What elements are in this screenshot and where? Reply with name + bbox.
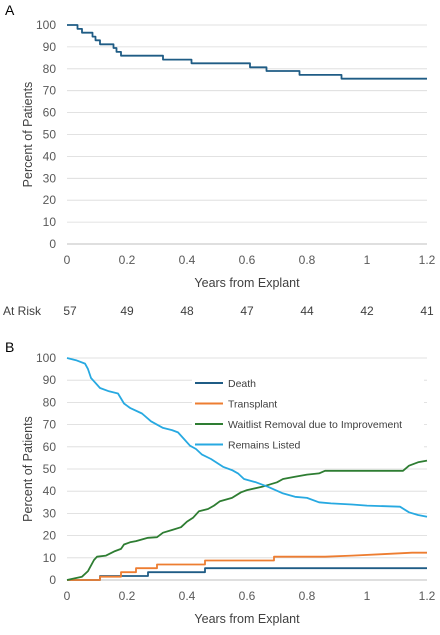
y-tick-label: 80	[43, 62, 57, 76]
y-tick-label: 0	[49, 237, 56, 251]
y-tick-label: 10	[43, 551, 57, 565]
y-tick-label: 30	[43, 506, 57, 520]
at-risk-value: 42	[360, 304, 374, 318]
y-axis-title: Percent of Patients	[21, 416, 35, 522]
at-risk-value: 48	[180, 304, 194, 318]
at-risk-value: 44	[300, 304, 314, 318]
at-risk-label: At Risk	[3, 304, 42, 318]
y-tick-label: 80	[43, 395, 57, 409]
legend-entry: Remains Listed	[228, 440, 301, 452]
y-tick-label: 50	[43, 462, 57, 476]
y-axis-title: Percent of Patients	[21, 82, 35, 188]
y-tick-label: 40	[43, 484, 57, 498]
x-tick-label: 0.2	[119, 589, 136, 603]
y-tick-label: 20	[43, 193, 57, 207]
y-tick-label: 70	[43, 418, 57, 432]
y-tick-label: 60	[43, 440, 57, 454]
x-tick-label: 0.4	[179, 253, 196, 267]
x-tick-label: 1	[364, 589, 371, 603]
x-tick-label: 0.8	[299, 253, 316, 267]
y-tick-label: 40	[43, 149, 57, 163]
y-tick-label: 50	[43, 128, 57, 142]
at-risk-value: 49	[120, 304, 134, 318]
at-risk-value: 57	[63, 304, 77, 318]
x-tick-label: 0.6	[239, 589, 256, 603]
y-tick-label: 30	[43, 171, 57, 185]
at-risk-row: At Risk 57 49 48 47 44 42 41	[3, 304, 434, 318]
y-tick-label: 0	[49, 573, 56, 587]
x-axis-title: Years from Explant	[194, 276, 300, 290]
y-tick-label: 90	[43, 373, 57, 387]
y-tick-label: 100	[36, 351, 56, 365]
x-axis-title: Years from Explant	[194, 612, 300, 626]
legend-entry: Death	[228, 378, 256, 390]
legend-box	[192, 361, 424, 468]
x-tick-label: 1.2	[419, 589, 436, 603]
panel-a-letter: A	[5, 2, 15, 18]
y-tick-label: 20	[43, 529, 57, 543]
y-tick-label: 90	[43, 40, 57, 54]
chart-b: 0 10 20 30 40 50 60 70 80 90 100 0 0.2 0.4 0.6 0.8 1 1.2 Y…	[21, 351, 436, 626]
x-tick-label: 0	[64, 253, 71, 267]
x-tick-label: 1	[364, 253, 371, 267]
y-tick-label: 60	[43, 106, 57, 120]
x-tick-label: 0.2	[119, 253, 136, 267]
x-tick-label: 1.2	[419, 253, 436, 267]
chart-a: 0 10 20 30 40 50 60 70 80 90 100 0 0.2 0.4 0.6 0.8 1 1.2 Y…	[21, 18, 436, 290]
legend-entry: Transplant	[228, 399, 277, 411]
y-tick-label: 10	[43, 215, 57, 229]
series-line	[67, 24, 427, 80]
y-tick-label: 70	[43, 84, 57, 98]
series-line	[67, 551, 427, 581]
series-line	[66, 459, 428, 581]
x-tick-label: 0.6	[239, 253, 256, 267]
at-risk-value: 41	[420, 304, 434, 318]
x-tick-label: 0.4	[179, 589, 196, 603]
series-line	[66, 357, 428, 518]
x-tick-label: 0	[64, 589, 71, 603]
panel-b-letter: B	[5, 339, 14, 355]
x-tick-label: 0.8	[299, 589, 316, 603]
y-tick-label: 100	[36, 18, 56, 32]
at-risk-value: 47	[240, 304, 254, 318]
legend-entry: Waitlist Removal due to Improvement	[228, 419, 402, 431]
